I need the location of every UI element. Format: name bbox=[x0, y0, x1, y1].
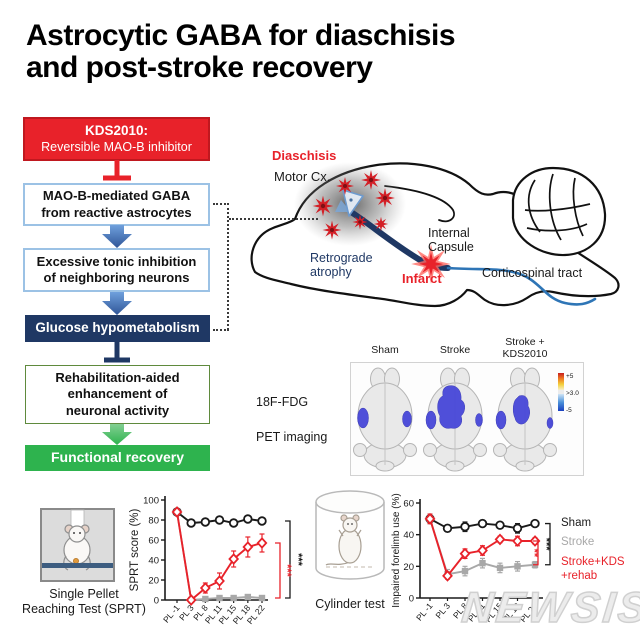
pet-colorbar bbox=[558, 373, 564, 411]
svg-text:60: 60 bbox=[403, 499, 414, 510]
chart-legend: Sham Stroke Stroke+KDS +rehab bbox=[561, 516, 639, 589]
label-infarct: Infarct bbox=[402, 271, 442, 286]
hypometabolic-region bbox=[357, 407, 412, 429]
colorbar-min-label: -5 bbox=[566, 407, 572, 414]
svg-text:0: 0 bbox=[154, 596, 159, 607]
sprt-caption: Single Pellet Reaching Test (SPRT) bbox=[22, 587, 146, 616]
svg-text:100: 100 bbox=[143, 496, 159, 507]
svg-text:60: 60 bbox=[148, 536, 159, 547]
pet-brain-stroke bbox=[423, 367, 487, 472]
hypometabolic-region bbox=[425, 385, 483, 430]
dotted-connector bbox=[213, 329, 229, 331]
dotted-connector bbox=[213, 203, 229, 205]
flow-box-glucose: Glucose hypometabolism bbox=[25, 315, 210, 342]
pet-brain-sham bbox=[353, 367, 417, 472]
cylinder-caption: Cylinder test bbox=[315, 597, 385, 611]
arrow-down-blue-icon bbox=[102, 225, 132, 248]
svg-text:20: 20 bbox=[148, 576, 159, 587]
title-line-1: Astrocytic GABA for diaschisis bbox=[26, 19, 456, 52]
svg-text:***: *** bbox=[292, 553, 304, 567]
legend-item-stroke: Stroke bbox=[561, 536, 595, 549]
colorbar-negative bbox=[558, 394, 564, 411]
svg-text:***: *** bbox=[281, 564, 293, 578]
flow-box-gaba: MAO-B-mediated GABA from reactive astroc… bbox=[23, 183, 210, 226]
corticospinal-tract-line bbox=[446, 266, 597, 306]
flow-box-recovery: Functional recovery bbox=[25, 445, 210, 471]
svg-text:40: 40 bbox=[148, 556, 159, 567]
svg-text:Impaired forelimb use (%): Impaired forelimb use (%) bbox=[391, 493, 402, 607]
label-diaschisis: Diaschisis bbox=[272, 148, 337, 163]
svg-text:80: 80 bbox=[148, 516, 159, 527]
svg-text:**: ** bbox=[528, 549, 540, 558]
retrograde-tract bbox=[348, 209, 451, 271]
pet-col-label-stroke-kds: Stroke + KDS2010 bbox=[502, 336, 548, 361]
cerebellum bbox=[511, 166, 607, 257]
arrow-down-blue-icon bbox=[102, 292, 132, 315]
svg-text:0: 0 bbox=[409, 594, 414, 605]
flow-box-tonic-inhibition: Excessive tonic inhibition of neighborin… bbox=[23, 248, 210, 292]
inhibit-bar-navy-icon bbox=[104, 342, 130, 363]
colorbar-gap bbox=[558, 390, 564, 394]
arrow-down-green-icon bbox=[102, 424, 132, 445]
colorbar-threshold-label: >3.0 bbox=[566, 390, 579, 397]
legend-item-stroke-kds-rehab: Stroke+KDS +rehab bbox=[561, 555, 625, 583]
svg-text:40: 40 bbox=[403, 530, 414, 541]
pet-col-label-stroke: Stroke bbox=[439, 344, 471, 356]
dotted-connector bbox=[229, 218, 318, 220]
pet-modality-label: PET imaging bbox=[256, 430, 328, 444]
brain-sagittal-diagram bbox=[250, 162, 620, 308]
label-internal-capsule: Internal Capsule bbox=[428, 226, 474, 254]
page-title: Astrocytic GABA for diaschisis and post-… bbox=[26, 20, 626, 83]
colorbar-max-label: +5 bbox=[566, 373, 574, 380]
dotted-connector bbox=[227, 203, 229, 330]
cylinder-test-icon bbox=[315, 490, 385, 580]
astrocyte-stars bbox=[312, 170, 395, 240]
pet-brain-stroke-kds bbox=[493, 367, 557, 472]
hypometabolic-region bbox=[495, 395, 554, 430]
legend-item-sham: Sham bbox=[561, 517, 592, 529]
svg-text:20: 20 bbox=[403, 562, 414, 573]
inhibit-bar-red-icon bbox=[103, 160, 131, 181]
mouse-icon bbox=[63, 524, 91, 571]
sprt-apparatus-icon bbox=[40, 508, 115, 582]
pet-tracer-label: 18F-FDG bbox=[256, 395, 309, 409]
kds2010-name: KDS2010: bbox=[84, 122, 149, 138]
neuron-icon bbox=[342, 189, 364, 217]
label-corticospinal-tract: Corticospinal tract bbox=[482, 266, 583, 280]
shelf-bar bbox=[42, 563, 113, 568]
colorbar-positive bbox=[558, 373, 564, 390]
svg-text:SPRT score (%): SPRT score (%) bbox=[129, 509, 141, 592]
mouse-icon bbox=[325, 514, 362, 566]
pellet-icon bbox=[73, 558, 80, 565]
kds2010-desc: Reversible MAO-B inhibitor bbox=[41, 139, 192, 154]
label-motor-cx: Motor Cx. bbox=[274, 169, 331, 184]
title-line-2: and post-stroke recovery bbox=[26, 50, 373, 84]
pet-col-label-sham: Sham bbox=[371, 344, 399, 356]
label-retrograde-atrophy: Retrograde atrophy bbox=[310, 251, 373, 279]
newsis-watermark: NEWSIS bbox=[459, 583, 640, 633]
flow-box-rehab: Rehabilitation-aided enhancement of neur… bbox=[25, 365, 210, 424]
flow-box-kds2010: KDS2010: Reversible MAO-B inhibitor bbox=[23, 117, 210, 161]
svg-text:PL -1: PL -1 bbox=[414, 601, 435, 623]
svg-text:PL 3: PL 3 bbox=[433, 601, 452, 621]
svg-text:***: *** bbox=[540, 538, 552, 552]
